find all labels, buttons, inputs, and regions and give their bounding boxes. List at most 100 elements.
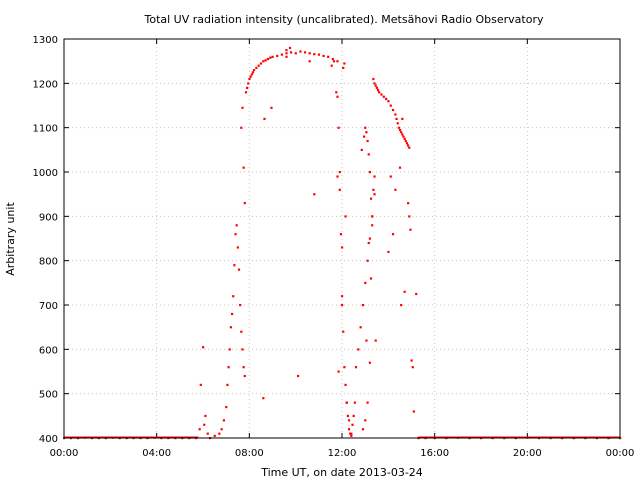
data-point (236, 246, 239, 249)
data-point (391, 108, 395, 112)
y-tick-label: 700 (39, 301, 58, 312)
data-point (240, 330, 243, 333)
data-point (361, 304, 365, 307)
data-point (203, 423, 206, 426)
y-tick-label: 600 (39, 345, 58, 356)
data-point (342, 330, 345, 333)
data-point (285, 49, 288, 52)
data-point (402, 135, 405, 138)
data-point (252, 69, 256, 72)
x-axis-label: Time UT, on date 2013-03-24 (260, 466, 423, 479)
data-point (262, 397, 265, 400)
data-point (344, 215, 347, 218)
data-point (349, 432, 352, 435)
data-point (351, 423, 354, 426)
data-point (360, 148, 363, 152)
data-point (266, 57, 270, 61)
data-point (368, 237, 371, 240)
data-point (391, 233, 395, 236)
data-point (242, 166, 245, 169)
data-point (365, 339, 368, 342)
data-point (227, 366, 230, 369)
data-point (313, 53, 316, 56)
data-point (241, 106, 244, 109)
data-point (350, 434, 353, 437)
data-point (404, 139, 407, 143)
axis-ticks (63, 38, 621, 439)
data-point (335, 91, 338, 94)
data-point (372, 77, 375, 81)
x-tick-label: 16:00 (420, 448, 449, 459)
data-point (220, 428, 223, 431)
data-point (248, 77, 251, 81)
data-point (241, 348, 244, 351)
data-point (398, 128, 402, 132)
data-point (240, 126, 243, 129)
y-tick-label: 400 (39, 434, 58, 445)
data-point (339, 233, 343, 236)
data-point (288, 46, 292, 50)
data-point (410, 359, 413, 362)
data-point (243, 202, 246, 205)
data-point (264, 59, 267, 62)
data-point (239, 304, 242, 307)
data-point (202, 346, 205, 349)
data-point (343, 62, 346, 65)
data-point (364, 126, 367, 129)
data-point (374, 84, 377, 87)
data-point (407, 144, 410, 147)
data-point (380, 93, 383, 96)
data-point (367, 153, 370, 156)
data-point (366, 401, 369, 404)
data-point (373, 193, 376, 196)
chart-title: Total UV radiation intensity (uncalibrat… (144, 13, 544, 26)
data-point (262, 60, 265, 63)
data-point (338, 188, 341, 191)
data-point (251, 71, 255, 74)
data-point (303, 51, 307, 54)
data-point (336, 60, 339, 63)
data-point (242, 366, 245, 369)
data-point (385, 97, 388, 101)
data-point (367, 241, 370, 245)
data-point (382, 95, 385, 98)
data-point (285, 55, 288, 58)
data-point (341, 246, 344, 249)
data-point (230, 312, 234, 316)
data-point (285, 52, 288, 55)
data-point (371, 224, 374, 227)
data-point (378, 91, 381, 94)
data-point (228, 348, 231, 351)
data-point (373, 175, 376, 178)
data-point (387, 250, 390, 253)
data-point (343, 366, 346, 369)
data-point (375, 86, 378, 89)
x-tick-label: 08:00 (235, 448, 264, 459)
data-point (342, 66, 345, 70)
data-point (270, 106, 273, 109)
data-point (354, 366, 358, 369)
x-tick-label: 20:00 (513, 448, 542, 459)
data-point (374, 339, 377, 342)
data-point (232, 295, 235, 298)
data-point (346, 414, 349, 418)
data-point (398, 166, 402, 169)
data-point (225, 405, 228, 409)
data-point (389, 175, 392, 178)
x-tick-label: 00:00 (606, 448, 635, 459)
data-point (229, 326, 232, 329)
data-point (336, 95, 339, 98)
data-point (249, 75, 252, 78)
data-point (206, 432, 209, 435)
data-point (400, 304, 403, 307)
data-point (409, 228, 412, 231)
data-point (353, 401, 356, 404)
data-point (322, 54, 325, 58)
data-point (222, 419, 226, 422)
grid-lines (64, 39, 620, 438)
data-point (373, 82, 376, 85)
x-tick-label: 04:00 (142, 448, 171, 459)
data-point (372, 188, 375, 191)
data-point (246, 86, 249, 89)
data-point (359, 326, 362, 329)
